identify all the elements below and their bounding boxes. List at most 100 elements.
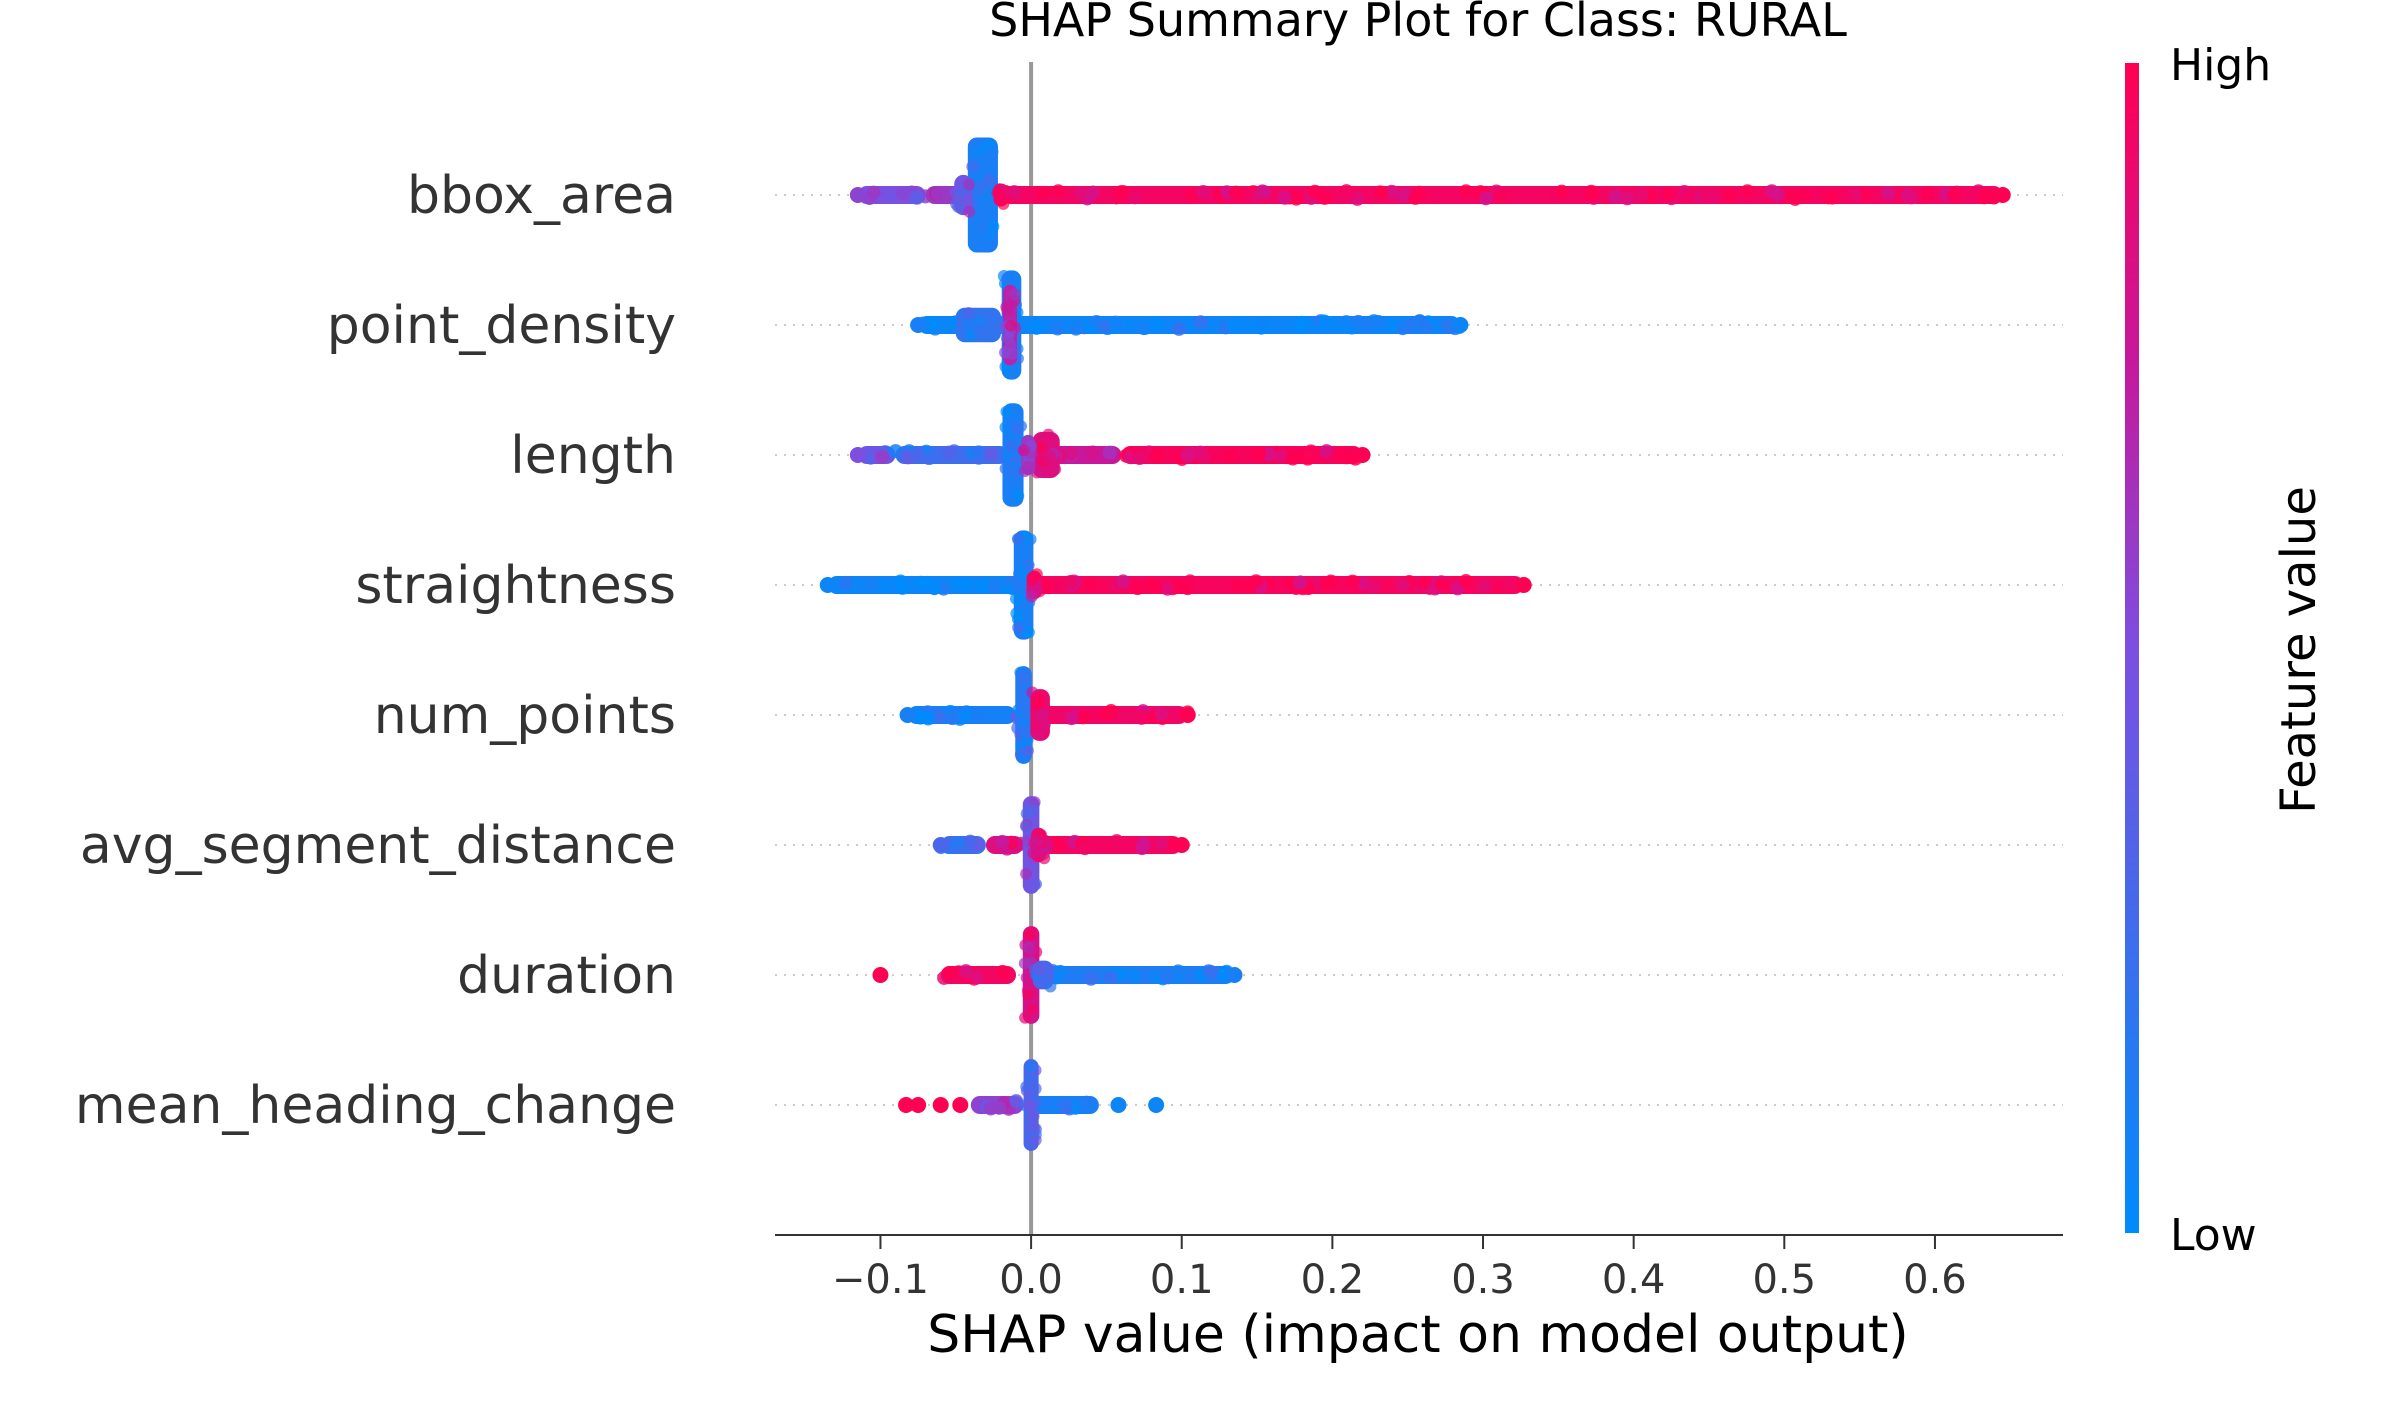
- data-point: [973, 315, 986, 328]
- data-point: [1179, 707, 1196, 723]
- data-point: [1788, 189, 1803, 204]
- beeswarm-points: [819, 137, 2011, 1151]
- feature-row-points: [849, 137, 2011, 253]
- data-point: [1175, 580, 1190, 595]
- data-point: [1064, 711, 1079, 726]
- data-point: [1395, 577, 1410, 592]
- x-axis-ticks: −0.1 0.0 0.1 0.2 0.3 0.4 0.5 0.6: [832, 1235, 1967, 1303]
- x-tick-label: 0.0: [999, 1257, 1063, 1303]
- data-point: [1285, 451, 1300, 466]
- data-point: [1049, 463, 1062, 476]
- data-point: [1554, 184, 1569, 199]
- data-point: [1020, 867, 1033, 880]
- data-point: [1966, 189, 1981, 204]
- data-point: [1009, 592, 1022, 605]
- data-point: [1018, 701, 1031, 714]
- data-point: [864, 576, 879, 591]
- data-point: [882, 189, 897, 204]
- data-point: [1239, 186, 1254, 201]
- data-point: [1018, 957, 1031, 970]
- data-point: [1360, 317, 1375, 332]
- data-point: [941, 445, 956, 460]
- data-point: [1262, 447, 1277, 462]
- data-point: [1109, 834, 1124, 849]
- data-point: [1008, 288, 1021, 301]
- data-point: [1050, 321, 1065, 336]
- data-point: [910, 317, 927, 333]
- data-point: [1064, 446, 1079, 461]
- feature-label: point_density: [327, 296, 676, 356]
- data-point: [1058, 1099, 1073, 1114]
- data-point: [893, 574, 908, 589]
- data-point: [1770, 187, 1785, 202]
- data-point: [1022, 988, 1035, 1001]
- data-point: [1099, 706, 1114, 721]
- data-point: [1029, 1134, 1042, 1147]
- data-point: [1825, 190, 1840, 205]
- data-point: [972, 324, 985, 337]
- data-point: [1493, 189, 1508, 204]
- x-tick-label: −0.1: [832, 1257, 929, 1303]
- data-point: [1196, 450, 1211, 465]
- x-tick-label: 0.5: [1752, 1257, 1816, 1303]
- data-point: [1395, 321, 1410, 336]
- data-point: [1196, 184, 1211, 199]
- data-point: [976, 152, 989, 165]
- data-point: [1130, 581, 1145, 596]
- data-point: [1028, 837, 1041, 850]
- data-point: [969, 970, 984, 985]
- data-point: [1319, 444, 1334, 459]
- feature-row-points: [910, 270, 1469, 380]
- data-point: [1722, 188, 1737, 203]
- data-point: [1699, 189, 1714, 204]
- data-point: [1022, 626, 1035, 639]
- data-point: [963, 834, 978, 849]
- data-point: [1904, 190, 1919, 205]
- data-point: [1027, 846, 1040, 859]
- data-point: [1027, 1110, 1040, 1123]
- data-point: [866, 185, 881, 200]
- data-point: [1063, 574, 1078, 589]
- data-point: [1038, 852, 1051, 865]
- data-point: [1006, 347, 1019, 360]
- data-point: [1478, 191, 1493, 206]
- x-axis-title: SHAP value (impact on model output): [927, 1305, 1908, 1365]
- data-point: [1000, 405, 1013, 418]
- data-point: [1011, 532, 1024, 545]
- data-point: [1013, 567, 1026, 580]
- data-point: [954, 187, 967, 200]
- data-point: [932, 837, 949, 853]
- data-point: [1029, 1082, 1042, 1095]
- data-point: [1257, 185, 1272, 200]
- colorbar-high-label: High: [2170, 40, 2271, 91]
- data-point: [962, 306, 975, 319]
- data-point: [1371, 314, 1386, 329]
- data-point: [1022, 559, 1035, 572]
- data-point: [1026, 573, 1039, 586]
- data-point: [1294, 319, 1309, 334]
- data-point: [1230, 578, 1245, 593]
- data-point: [1171, 964, 1186, 979]
- data-point: [1007, 185, 1022, 200]
- data-point: [1113, 185, 1128, 200]
- data-point: [992, 1100, 1007, 1115]
- data-point: [1236, 316, 1251, 331]
- data-point: [1249, 574, 1264, 589]
- data-point: [1019, 1011, 1032, 1024]
- data-point: [1273, 448, 1288, 463]
- feature-row-points: [898, 1059, 1165, 1151]
- data-point: [1053, 964, 1068, 979]
- data-point: [1001, 304, 1014, 317]
- feature-row-points: [872, 926, 1243, 1024]
- data-point: [1293, 575, 1308, 590]
- data-point: [962, 318, 975, 331]
- data-point: [1277, 190, 1292, 205]
- data-point: [1848, 187, 1863, 202]
- x-tick-label: 0.2: [1301, 1257, 1365, 1303]
- data-point: [1920, 187, 1935, 202]
- data-point: [976, 204, 989, 217]
- data-point: [1226, 967, 1243, 983]
- data-point: [1374, 185, 1389, 200]
- data-point: [1132, 709, 1147, 724]
- data-point: [1077, 841, 1092, 856]
